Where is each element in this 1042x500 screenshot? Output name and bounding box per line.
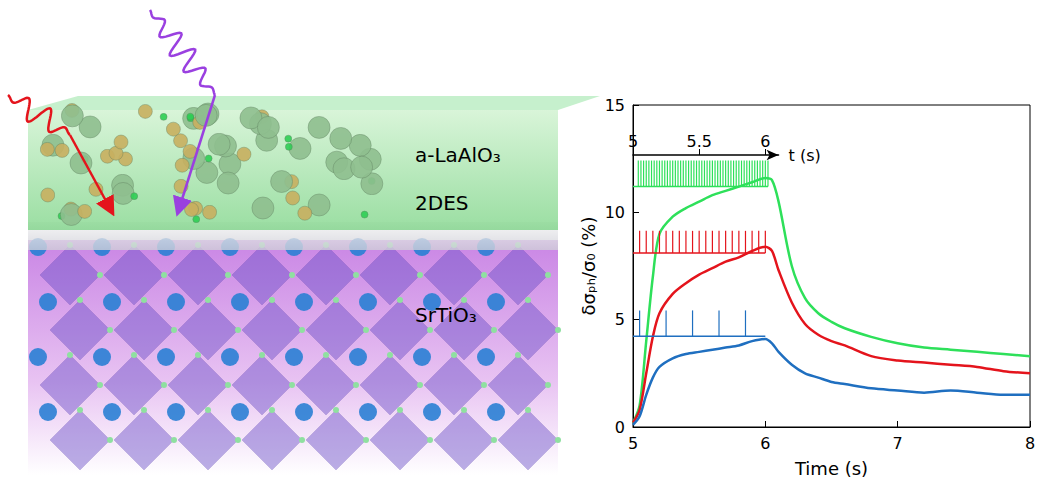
svg-text:δσₚₕ/σ₀ (%): δσₚₕ/σ₀ (%) xyxy=(578,217,599,316)
svg-text:Time (s): Time (s) xyxy=(794,458,868,479)
svg-text:2DES: 2DES xyxy=(415,191,468,215)
svg-text:8: 8 xyxy=(1025,434,1035,453)
svg-text:t (s): t (s) xyxy=(789,146,821,165)
svg-text:SrTiO₃: SrTiO₃ xyxy=(415,303,477,327)
svg-text:5.5: 5.5 xyxy=(686,132,711,151)
svg-text:10: 10 xyxy=(605,203,625,222)
svg-text:5: 5 xyxy=(615,310,625,329)
svg-text:6: 6 xyxy=(760,132,770,151)
svg-text:7: 7 xyxy=(893,434,903,453)
svg-text:a-LaAlO₃: a-LaAlO₃ xyxy=(415,143,501,167)
svg-text:5: 5 xyxy=(628,434,638,453)
svg-text:6: 6 xyxy=(760,434,770,453)
svg-text:0: 0 xyxy=(615,418,625,437)
svg-text:15: 15 xyxy=(605,96,625,115)
svg-text:5: 5 xyxy=(628,132,638,151)
